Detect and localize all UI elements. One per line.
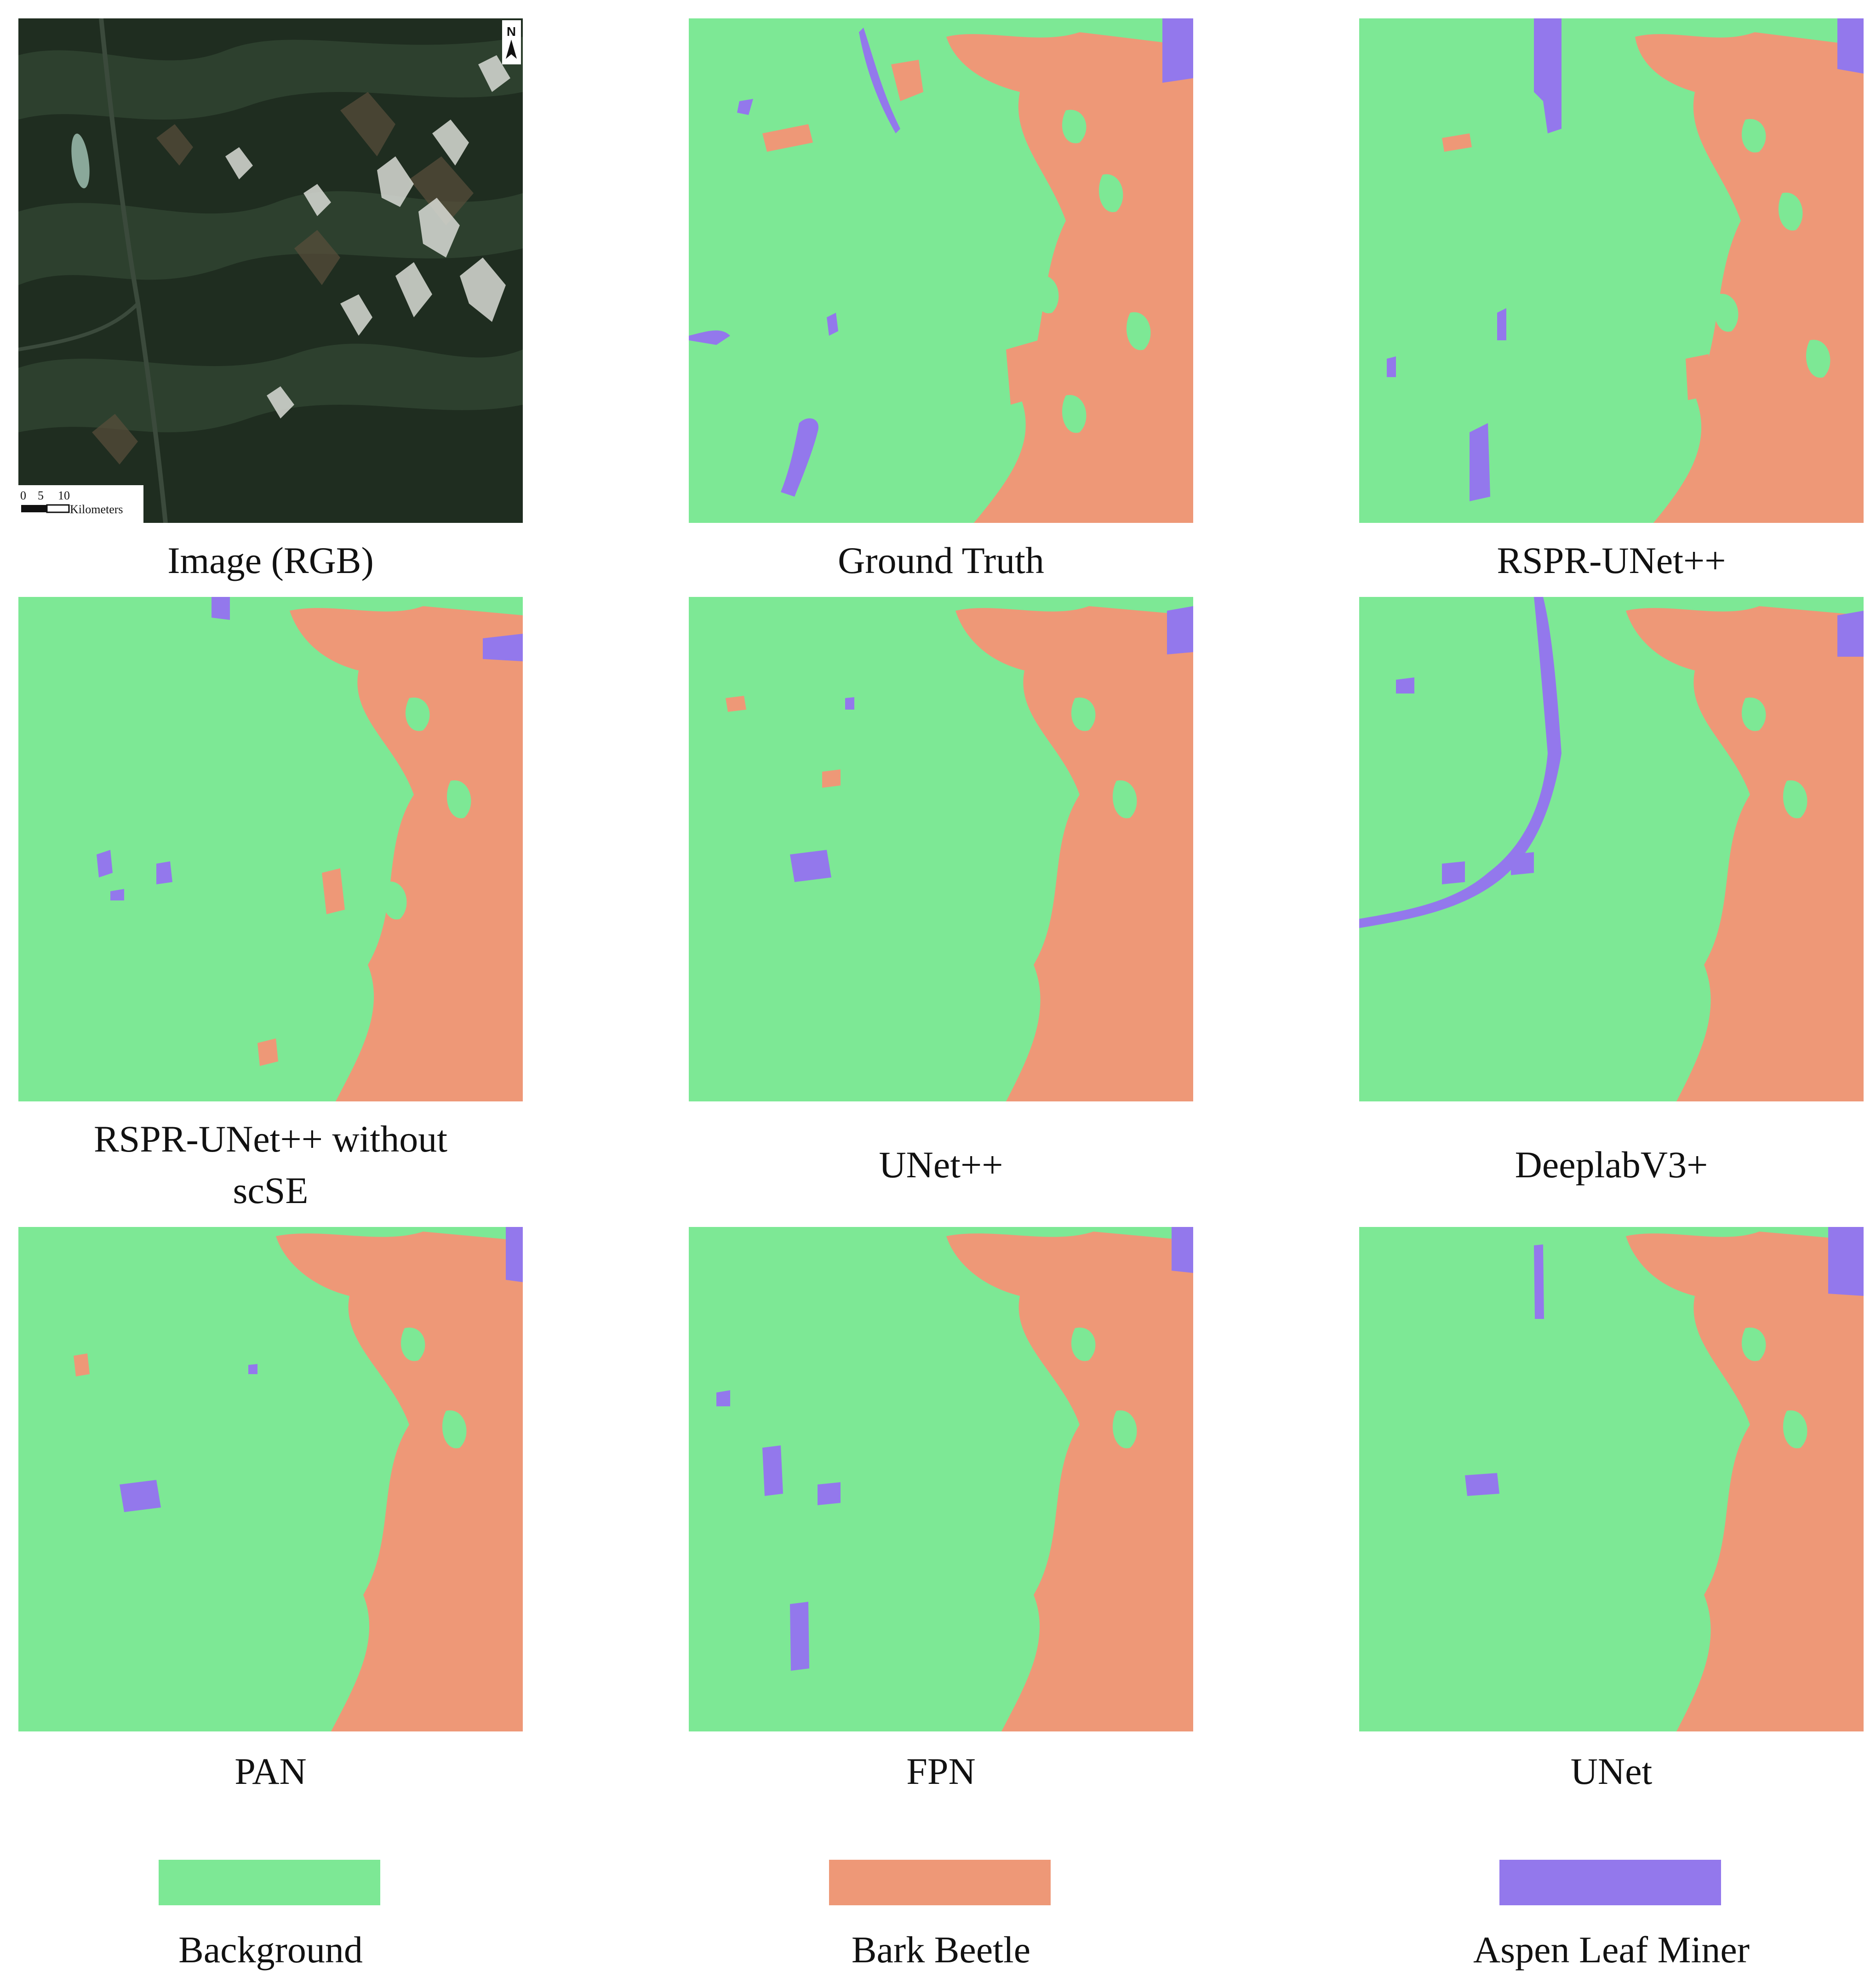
caption-rspr-no-scse-line2: scSE [233,1169,309,1211]
scale-unit: Kilometers [70,503,123,516]
rgb-image-panel: 0 5 10 Kilometers N [18,18,523,523]
scale-bar-light [46,504,70,513]
caption-deeplab: DeeplabV3+ [1515,1144,1708,1186]
satellite-image: 0 5 10 Kilometers N [18,18,523,523]
legend-label-bark-beetle: Bark Beetle [851,1929,1031,1971]
caption-unetpp: UNet++ [879,1144,1003,1186]
north-label: N [507,24,516,39]
pan-panel [18,1227,523,1731]
caption-fpn: FPN [906,1750,976,1792]
legend-label-aspen-leaf-miner: Aspen Leaf Miner [1473,1929,1750,1971]
caption-ground-truth: Ground Truth [838,539,1044,581]
ground-truth-panel [689,18,1193,523]
rspr-no-scse-panel [18,597,523,1101]
unet-panel [1359,1227,1864,1731]
deeplab-panel [1359,597,1864,1101]
caption-unet: UNet [1570,1750,1653,1792]
fpn-panel [689,1227,1193,1731]
legend-swatch-bark-beetle [829,1860,1051,1905]
scale-tick-5: 5 [38,489,44,502]
unetpp-panel [689,597,1193,1101]
legend-label-background: Background [178,1929,363,1971]
caption-rspr-no-scse-line1: RSPR-UNet++ without [93,1118,448,1160]
legend-swatch-aspen-leaf-miner [1499,1860,1721,1905]
scale-tick-0: 0 [20,489,26,502]
caption-pan: PAN [234,1750,307,1792]
north-arrow-icon [506,40,517,59]
caption-rgb: Image (RGB) [167,539,374,581]
caption-rspr-unetpp: RSPR-UNet++ [1497,539,1726,581]
rspr-unetpp-panel [1359,18,1864,523]
scale-bar-dark [21,505,47,512]
legend-swatch-background [159,1860,380,1905]
scale-tick-10: 10 [58,489,70,502]
